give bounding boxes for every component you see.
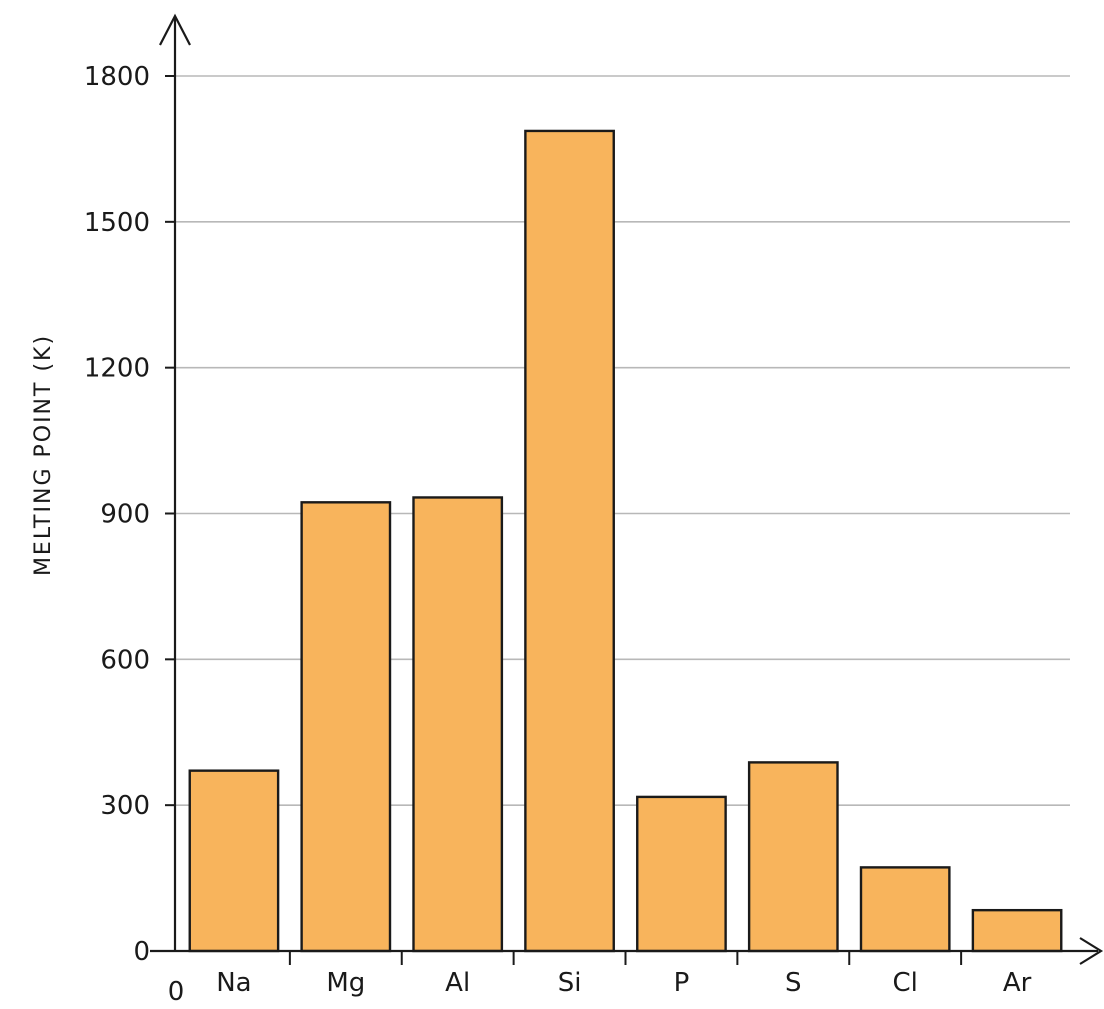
x-axis-arrow	[1079, 937, 1104, 965]
x-category-label: Cl	[892, 968, 917, 998]
x-category-label: P	[674, 968, 690, 998]
axes	[150, 13, 1104, 965]
y-tick-label: 0	[133, 937, 150, 967]
origin-label: 0	[168, 977, 185, 1007]
bar-mg	[300, 501, 392, 953]
x-category-label: S	[785, 968, 802, 998]
bar-ar	[971, 908, 1063, 953]
x-category-label: Na	[216, 968, 251, 998]
y-tick-labels: 0 300 600 900 1200 1500 1800	[84, 62, 175, 967]
bar-s	[747, 761, 839, 953]
y-tick-label: 1200	[84, 354, 150, 384]
y-tick-label: 600	[100, 645, 150, 675]
y-tick-label: 1500	[84, 208, 150, 238]
y-axis-arrow	[159, 13, 191, 46]
x-category-label: Al	[445, 968, 470, 998]
y-axis-label: MELTING POINT (K)	[31, 334, 56, 576]
y-tick-label: 1800	[84, 62, 150, 92]
bars	[188, 129, 1063, 953]
x-category-label: Si	[558, 968, 582, 998]
bar-al	[412, 496, 504, 953]
x-category-labels: Na Mg Al Si P S Cl Ar	[216, 951, 1032, 998]
bar-na	[188, 769, 280, 953]
y-tick-label: 300	[100, 791, 150, 821]
bar-si	[524, 129, 615, 953]
x-category-label: Mg	[326, 968, 365, 998]
bar-p	[636, 795, 727, 953]
x-category-label: Ar	[1003, 968, 1032, 998]
y-tick-label: 900	[100, 500, 150, 530]
bar-cl	[859, 866, 951, 953]
